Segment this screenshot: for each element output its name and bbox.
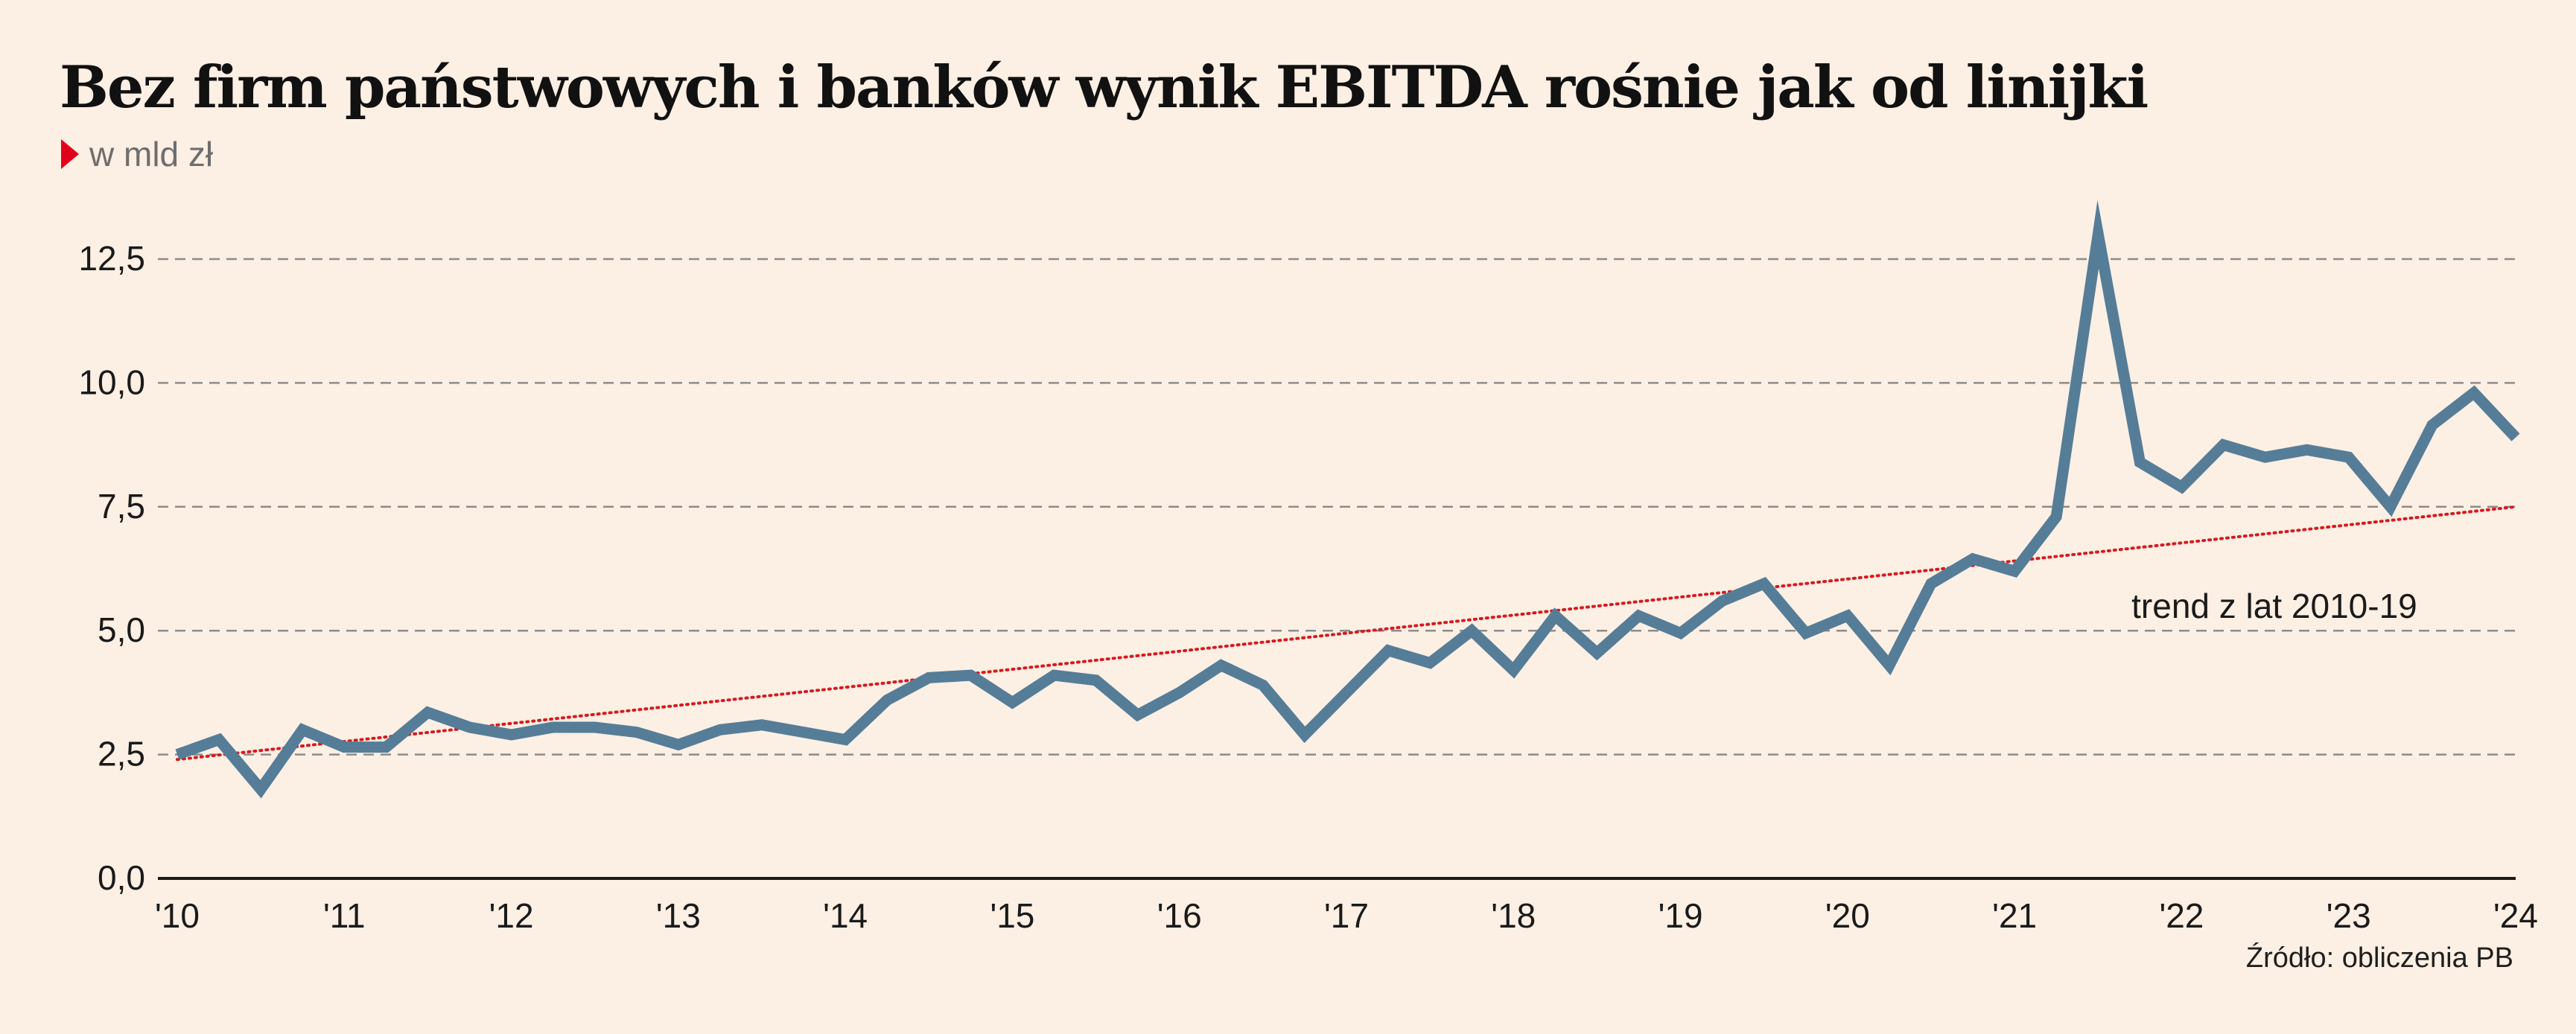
x-tick-label: '11	[323, 896, 366, 935]
data-point	[2013, 569, 2016, 572]
data-point	[1679, 632, 1682, 635]
data-point	[1011, 701, 1014, 704]
data-point	[1553, 614, 1556, 617]
data-point	[2222, 444, 2225, 447]
x-tick-label: '12	[489, 896, 534, 935]
data-point	[2472, 392, 2475, 395]
source-note: Źródło: obliczenia PB	[2245, 942, 2513, 974]
data-point	[259, 788, 262, 791]
y-tick-label: 12,5	[78, 239, 145, 278]
data-point	[2431, 424, 2434, 427]
x-tick-label: '20	[1825, 896, 1870, 935]
y-tick-label: 2,5	[98, 735, 145, 773]
data-point	[552, 726, 555, 729]
data-point	[301, 728, 304, 731]
x-tick-label: '10	[155, 896, 200, 935]
data-point	[426, 711, 429, 714]
data-point	[1095, 679, 1098, 682]
data-point	[2138, 461, 2141, 464]
data-point	[2306, 448, 2309, 451]
data-point	[1220, 664, 1223, 667]
data-point	[2096, 233, 2099, 236]
unit-label: w mld zł	[89, 135, 214, 173]
x-tick-label: '23	[2327, 896, 2371, 935]
data-point	[176, 753, 179, 756]
data-point	[1262, 683, 1265, 686]
x-tick-label: '13	[656, 896, 701, 935]
data-point	[927, 676, 930, 679]
chart-title: Bez firm państwowych i banków wynik EBIT…	[60, 54, 2149, 121]
data-point	[1136, 713, 1139, 716]
red-triangle-icon	[61, 139, 79, 169]
data-point	[594, 726, 597, 729]
y-tick-label: 0,0	[98, 858, 145, 897]
x-tick-label: '16	[1157, 896, 1202, 935]
y-tick-label: 10,0	[78, 363, 145, 401]
data-point	[2180, 485, 2183, 488]
chart-subtitle: w mld zł	[61, 134, 213, 174]
data-point	[760, 724, 763, 727]
data-point	[885, 698, 888, 701]
trend-annotation: trend z lat 2010-19	[2131, 587, 2417, 625]
data-point	[2055, 515, 2058, 518]
data-point	[2347, 456, 2350, 459]
data-point	[384, 746, 387, 749]
y-axis-ticks: 0,0 2,5 5,0 7,5 10,0 12,5	[78, 239, 145, 897]
y-tick-label: 7,5	[98, 487, 145, 526]
x-tick-label: '21	[1992, 896, 2037, 935]
ebitda-points	[176, 233, 2517, 791]
x-tick-label: '19	[1659, 896, 1703, 935]
data-point	[510, 733, 513, 736]
data-point	[677, 743, 680, 746]
trend-line	[176, 505, 2517, 762]
data-point	[1930, 582, 1933, 585]
data-point	[2389, 505, 2392, 508]
y-tick-label: 5,0	[98, 610, 145, 649]
data-point	[1763, 582, 1766, 585]
ebitda-series-line	[175, 200, 2520, 799]
data-point	[1846, 614, 1849, 617]
x-tick-label: '22	[2159, 896, 2204, 935]
gridlines	[158, 258, 2516, 756]
data-point	[217, 738, 220, 741]
data-point	[2514, 436, 2517, 439]
data-point	[1053, 674, 1056, 677]
data-point	[1303, 733, 1306, 736]
data-point	[1428, 662, 1431, 665]
data-point	[844, 738, 847, 741]
data-point	[719, 728, 722, 731]
data-point	[1595, 651, 1598, 654]
data-point	[1971, 558, 1974, 561]
x-tick-label: '17	[1324, 896, 1369, 935]
data-point	[1470, 629, 1473, 632]
data-point	[1804, 632, 1807, 635]
data-point	[468, 726, 471, 729]
data-point	[1721, 599, 1724, 602]
data-point	[969, 674, 972, 677]
x-tick-label: '24	[2493, 896, 2538, 935]
data-point	[343, 746, 346, 749]
data-point	[635, 731, 638, 734]
data-point	[1345, 691, 1348, 694]
data-point	[1638, 614, 1641, 617]
x-tick-label: '18	[1491, 896, 1536, 935]
data-point	[1178, 691, 1181, 694]
data-point	[1512, 668, 1515, 671]
x-axis-ticks: '10 '11 '12 '13 '14 '15 '16 '17 '18 '19 '20 '21 '22 '…	[155, 896, 2538, 935]
data-point	[2264, 456, 2267, 459]
x-tick-label: '15	[990, 896, 1034, 935]
data-point	[802, 731, 805, 734]
x-tick-label: '14	[823, 896, 868, 935]
data-point	[1888, 664, 1891, 667]
data-point	[1387, 649, 1390, 652]
